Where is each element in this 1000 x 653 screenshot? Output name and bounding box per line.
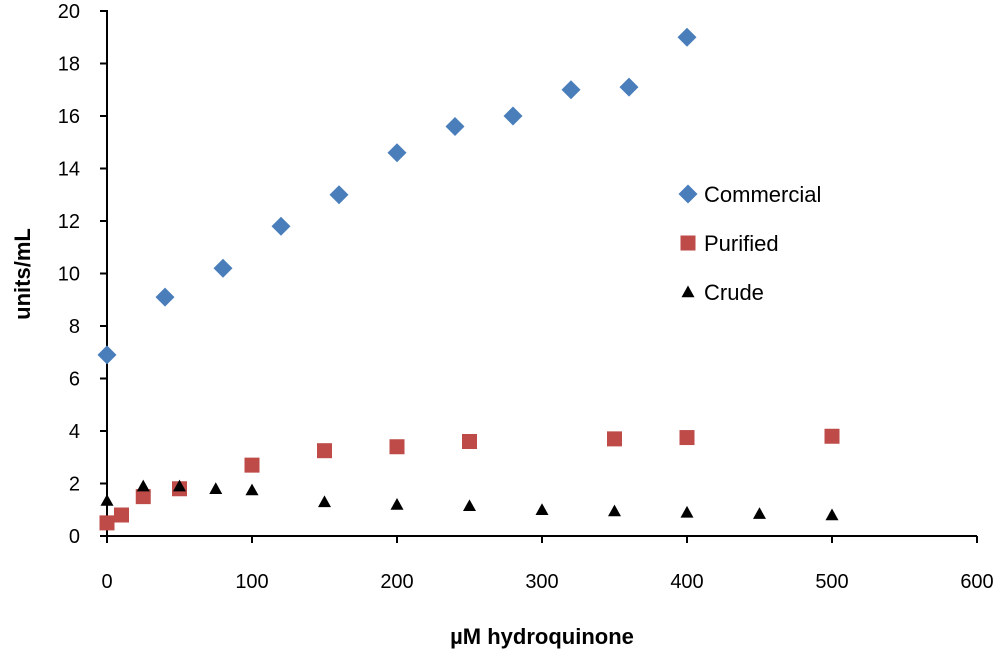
legend-item-commercial: Commercial [678,182,821,207]
point-commercial [155,287,175,307]
y-tick-label: 12 [58,211,80,233]
x-tick-label: 200 [380,571,413,593]
legend: Commercial Purified Crude [678,182,821,305]
point-crude [136,479,150,492]
point-crude [608,504,621,517]
legend-marker-shape [680,235,696,251]
point-commercial [445,117,465,136]
y-tick-label: 0 [69,526,80,548]
x-ticks: 0 100 200 300 400 500 600 [101,536,994,593]
y-tick-label: 2 [69,474,80,496]
legend-marker-crude [681,285,695,298]
point-commercial [619,77,639,97]
point-purified [824,428,840,444]
y-tick-label: 10 [58,264,80,286]
legend-label-crude: Crude [704,280,764,305]
point-crude [753,507,766,519]
x-tick-label: 400 [670,571,703,593]
series-commercial [97,27,697,365]
point-crude [535,503,549,515]
y-axis-title: units/mL [10,228,35,320]
x-tick-label: 600 [960,571,993,593]
point-crude [173,479,186,492]
legend-marker-shape [678,184,698,204]
y-tick-label: 18 [58,54,80,76]
y-tick-label: 6 [69,369,80,391]
series-crude [100,479,839,521]
legend-item-crude: Crude [681,280,764,305]
legend-item-purified: Purified [680,231,779,256]
y-ticks: 0 2 4 6 8 10 12 14 16 18 20 [58,1,107,548]
point-purified [114,507,129,523]
legend-marker-shape [681,285,695,298]
x-tick-label: 300 [525,571,558,593]
point-purified [462,434,477,449]
point-crude [100,494,114,506]
point-commercial [561,80,581,100]
y-tick-label: 20 [58,1,80,23]
axes [106,10,977,537]
point-crude [209,482,223,494]
legend-marker-commercial [678,184,698,204]
point-purified [679,430,695,446]
point-commercial [329,185,349,205]
point-commercial [213,258,233,278]
point-crude [390,498,404,510]
point-commercial [677,27,697,47]
y-tick-label: 4 [69,421,80,443]
point-crude [318,495,331,508]
point-commercial [97,345,117,365]
y-tick-label: 8 [69,316,80,338]
point-crude [680,505,694,518]
series-purified [99,428,840,531]
y-tick-label: 14 [58,159,80,181]
point-purified [244,457,260,473]
x-tick-label: 100 [235,571,268,593]
point-purified [317,443,332,459]
point-purified [389,439,405,455]
point-commercial [271,216,291,236]
point-commercial [503,106,523,126]
x-axis-title: µM hydroquinone [450,624,634,649]
legend-label-commercial: Commercial [704,182,821,207]
point-purified [99,515,115,531]
point-purified [607,431,622,447]
x-tick-label: 0 [101,571,112,593]
x-tick-label: 500 [815,571,848,593]
point-commercial [387,143,407,163]
point-crude [463,499,476,512]
legend-label-purified: Purified [704,231,779,256]
point-crude [825,508,839,521]
y-tick-label: 16 [58,106,80,128]
data-points [97,27,840,531]
point-crude [245,483,259,496]
legend-marker-purified [680,235,696,251]
point-purified [135,489,151,505]
